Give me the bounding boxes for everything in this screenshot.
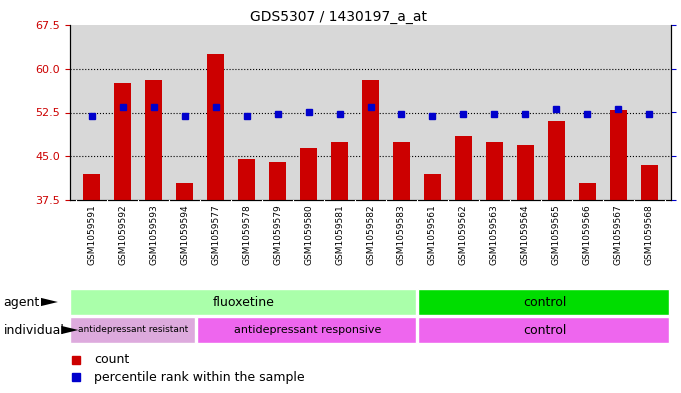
Bar <box>579 182 596 200</box>
Bar <box>269 162 286 200</box>
Text: GSM1059567: GSM1059567 <box>614 204 623 265</box>
Text: GSM1059565: GSM1059565 <box>552 204 561 265</box>
Bar <box>609 110 627 200</box>
Bar <box>114 83 131 200</box>
Text: GSM1059582: GSM1059582 <box>366 204 375 265</box>
Text: GSM1059579: GSM1059579 <box>273 204 282 265</box>
Bar <box>455 136 472 200</box>
Bar <box>70 318 195 343</box>
Text: GSM1059563: GSM1059563 <box>490 204 499 265</box>
Text: control: control <box>523 323 566 336</box>
Text: GSM1059581: GSM1059581 <box>335 204 344 265</box>
Text: GSM1059594: GSM1059594 <box>180 204 189 265</box>
Polygon shape <box>41 298 58 306</box>
Bar <box>176 182 193 200</box>
Text: GSM1059593: GSM1059593 <box>149 204 158 265</box>
Text: GSM1059580: GSM1059580 <box>304 204 313 265</box>
Text: agent: agent <box>3 296 39 309</box>
Text: GSM1059592: GSM1059592 <box>118 204 127 265</box>
Text: GSM1059578: GSM1059578 <box>242 204 251 265</box>
Bar <box>362 81 379 200</box>
Bar <box>238 159 255 200</box>
Text: GSM1059577: GSM1059577 <box>211 204 220 265</box>
Text: GDS5307 / 1430197_a_at: GDS5307 / 1430197_a_at <box>251 10 427 24</box>
Bar <box>300 147 317 200</box>
Text: count: count <box>94 353 129 366</box>
Text: GSM1059561: GSM1059561 <box>428 204 437 265</box>
Bar <box>83 174 100 200</box>
Text: percentile rank within the sample: percentile rank within the sample <box>94 371 304 384</box>
Bar <box>207 54 224 200</box>
Text: antidepressant responsive: antidepressant responsive <box>234 325 381 335</box>
Bar <box>70 289 416 315</box>
Bar <box>424 174 441 200</box>
Bar <box>331 141 348 200</box>
Bar <box>418 289 669 315</box>
Polygon shape <box>61 326 78 334</box>
Bar <box>517 145 534 200</box>
Bar <box>393 141 410 200</box>
Bar <box>548 121 565 200</box>
Bar <box>197 318 416 343</box>
Text: GSM1059583: GSM1059583 <box>397 204 406 265</box>
Bar <box>418 318 669 343</box>
Text: GSM1059566: GSM1059566 <box>583 204 592 265</box>
Text: individual: individual <box>3 323 64 336</box>
Text: fluoxetine: fluoxetine <box>213 296 275 309</box>
Text: control: control <box>523 296 566 309</box>
Bar <box>641 165 658 200</box>
Text: GSM1059564: GSM1059564 <box>521 204 530 265</box>
Bar <box>486 141 503 200</box>
Bar <box>145 81 162 200</box>
Text: GSM1059568: GSM1059568 <box>645 204 654 265</box>
Text: GSM1059591: GSM1059591 <box>87 204 96 265</box>
Text: antidepressant resistant: antidepressant resistant <box>78 325 189 334</box>
Text: GSM1059562: GSM1059562 <box>459 204 468 265</box>
